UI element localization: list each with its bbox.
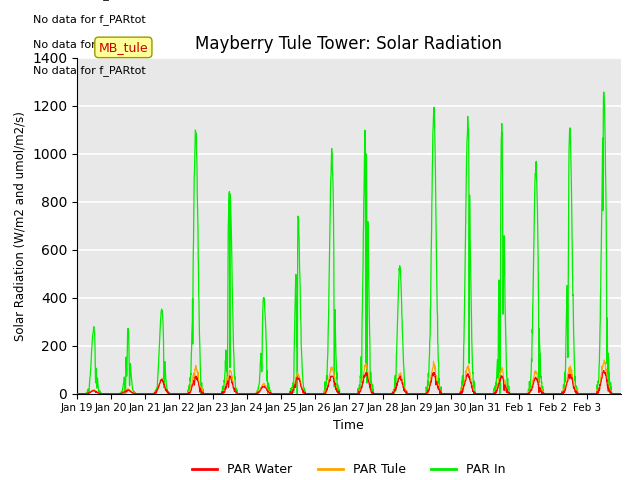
X-axis label: Time: Time bbox=[333, 419, 364, 432]
Text: No data for f_PARtot: No data for f_PARtot bbox=[33, 14, 146, 25]
Title: Mayberry Tule Tower: Solar Radiation: Mayberry Tule Tower: Solar Radiation bbox=[195, 35, 502, 53]
Text: No data for f_PARtot: No data for f_PARtot bbox=[33, 65, 146, 76]
Text: MB_tule: MB_tule bbox=[99, 41, 148, 54]
Text: No data for f_PARdif: No data for f_PARdif bbox=[33, 39, 145, 50]
Legend: PAR Water, PAR Tule, PAR In: PAR Water, PAR Tule, PAR In bbox=[188, 458, 510, 480]
Y-axis label: Solar Radiation (W/m2 and umol/m2/s): Solar Radiation (W/m2 and umol/m2/s) bbox=[13, 111, 26, 340]
